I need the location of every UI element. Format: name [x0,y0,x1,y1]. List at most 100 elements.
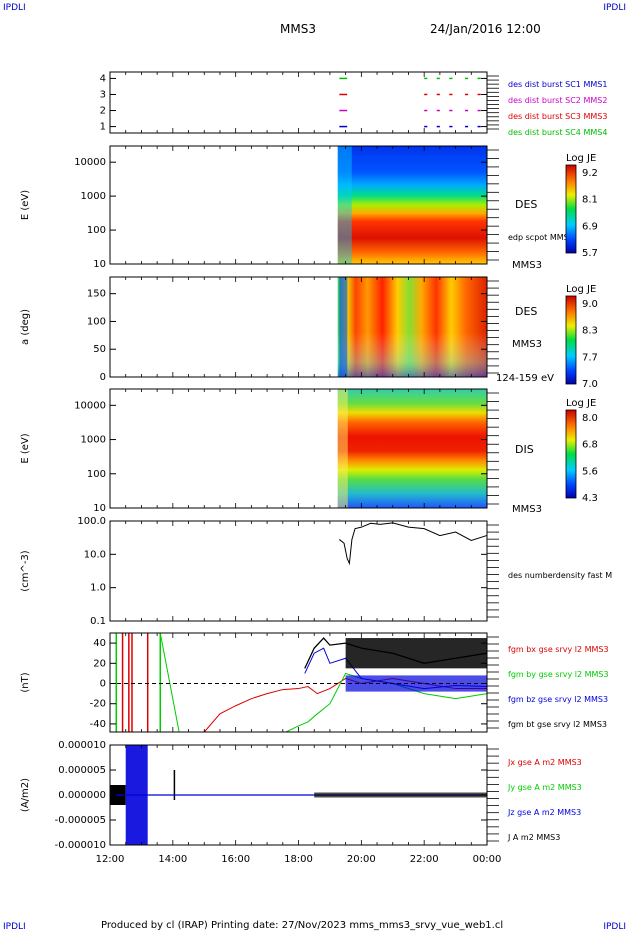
y-tick-label: 0.1 [90,616,106,627]
time-tick-label: 22:00 [410,854,439,865]
y-tick-label: -40 [90,719,106,730]
y-tick-label: -0.000010 [55,840,106,851]
spacecraft-label: MMS3 [512,339,542,350]
colorbar-tick-label: 5.7 [582,248,598,259]
des-energy-spectrogram [337,146,487,264]
time-tick-label: 20:00 [347,854,376,865]
density-line [339,522,488,566]
burst-legend-entry: des dist burst SC3 MMS3 [508,112,607,121]
y-axis-label: (nT) [20,672,31,692]
current-legend-entry: Jx gse A m2 MMS3 [507,758,582,767]
y-axis-label: (cm^-3) [20,550,31,591]
bfield-noise-band [345,638,487,669]
corner-label-top-right: IPDLI [603,3,626,13]
y-tick-label: -20 [90,699,106,710]
time-tick-label: 14:00 [158,854,187,865]
y-tick-label: 4 [100,73,106,84]
y-tick-label: 10000 [74,400,106,411]
colorbar-title: Log JE [566,284,596,295]
current-noise-band [314,792,487,798]
date-title: 24/Jan/2016 12:00 [430,22,541,36]
burst-legend-entry: des dist burst SC4 MMS4 [508,128,607,137]
bfield-legend-entry: fgm by gse srvy l2 MMS3 [508,670,609,679]
y-tick-label: 20 [93,658,106,669]
bfield-spike [159,632,180,733]
colorbar-tick-label: 4.3 [582,493,598,504]
y-tick-label: 1000 [81,191,106,202]
y-tick-label: 0.000005 [58,765,106,776]
time-tick-label: 18:00 [284,854,313,865]
y-tick-label: 0 [100,372,106,383]
time-tick-label: 00:00 [473,854,502,865]
y-axis-label: E (eV) [20,433,31,463]
y-tick-label: 0.000010 [58,740,106,751]
scpot-label: edp scpot MMS3 [508,233,574,242]
colorbar-tick-label: 6.8 [582,440,598,451]
corner-label-bottom-left: IPDLI [3,922,26,932]
density-legend-entry: des numberdensity fast M [508,571,612,580]
y-tick-label: 150 [87,289,106,300]
des-pitch-onset-band [339,277,348,377]
colorbar-tick-label: 9.2 [582,168,598,179]
y-tick-label: 10 [93,503,106,514]
current-legend-entry: Jy gse A m2 MMS3 [507,783,582,792]
instrument-label: DES [515,305,537,318]
y-tick-label: 100 [87,469,106,480]
current-legend-entry: Jz gse A m2 MMS3 [507,808,581,817]
y-tick-label: 10.0 [84,549,106,560]
bfield-legend-entry: fgm bt gse srvy l2 MMS3 [508,720,607,729]
y-tick-label: 40 [93,638,106,649]
colorbar-tick-label: 7.0 [582,379,598,390]
dis-energy-onset-band [337,389,348,508]
des-energy-onset-band [337,146,352,264]
y-axis-label: E (eV) [20,190,31,220]
y-tick-label: 3 [100,89,106,100]
colorbar-title: Log JE [566,398,596,409]
y-axis-label: a (deg) [20,309,31,345]
panel-frame-density [109,520,488,622]
burst-legend-entry: des dist burst SC1 MMS1 [508,80,607,89]
corner-label-top-left: IPDLI [3,3,26,13]
bfield-noise-band [345,675,487,692]
y-axis-label: (A/m2) [20,778,31,812]
y-tick-label: 10000 [74,157,106,168]
y-tick-label: 100.0 [77,516,106,527]
colorbar-tick-label: 8.1 [582,195,598,206]
colorbar-tick-label: 6.9 [582,221,598,232]
colorbar [565,295,577,385]
bfield-legend-entry: fgm bx gse srvy l2 MMS3 [508,645,609,654]
colorbar-tick-label: 7.7 [582,352,598,363]
colorbar-title: Log JE [566,153,596,164]
panel-frame-burst [109,71,488,134]
colorbar [565,409,577,499]
y-tick-label: 100 [87,225,106,236]
y-tick-label: 1.0 [90,583,106,594]
y-tick-label: 10 [93,259,106,270]
spacecraft-label: MMS3 [512,260,542,271]
bfield-series-line [285,672,488,733]
y-tick-label: 1 [100,122,106,133]
y-tick-label: 0.000000 [58,790,106,801]
dis-energy-spectrogram [337,389,487,508]
y-tick-label: 1000 [81,435,106,446]
colorbar-tick-label: 8.0 [582,413,598,424]
bfield-legend-entry: fgm bz gse srvy l2 MMS3 [508,695,608,704]
y-tick-label: 100 [87,316,106,327]
instrument-label: DES [515,198,537,211]
des-pitch-overlay [337,277,487,377]
y-tick-label: 2 [100,106,106,117]
instrument-label: DIS [515,443,534,456]
y-tick-label: 0 [100,679,106,690]
time-tick-label: 16:00 [221,854,250,865]
colorbar-tick-label: 9.0 [582,299,598,310]
spacecraft-title: MMS3 [280,22,316,36]
current-legend-entry: J A m2 MMS3 [507,833,560,842]
y-tick-label: 50 [93,344,106,355]
colorbar-tick-label: 5.6 [582,466,598,477]
colorbar-tick-label: 8.3 [582,326,598,337]
footer-credit: Produced by cl (IRAP) Printing date: 27/… [101,920,504,931]
corner-label-bottom-right: IPDLI [603,922,626,932]
spacecraft-label: MMS3 [512,504,542,515]
colorbar [565,164,577,254]
